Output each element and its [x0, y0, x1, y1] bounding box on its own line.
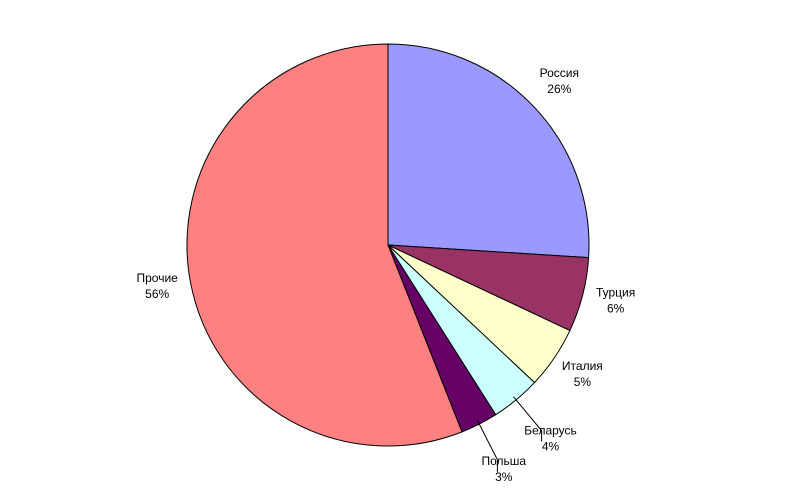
slice-label: Прочие 56%	[136, 271, 178, 301]
leader-line	[513, 396, 543, 442]
slice-name: Италия	[562, 359, 603, 373]
slice-label: Россия 26%	[540, 66, 579, 96]
slice-value: 4%	[542, 439, 560, 453]
slice-name: Беларусь	[524, 423, 576, 437]
slice-name: Польша	[481, 454, 526, 468]
slice-name: Россия	[540, 66, 579, 80]
slice-value: 3%	[495, 470, 513, 484]
slice-label: Турция 6%	[596, 285, 635, 315]
slice-value: 5%	[574, 375, 592, 389]
slice-label: Беларусь 4%	[524, 423, 576, 453]
slice-name: Прочие	[136, 271, 178, 285]
slice-label: Польша 3%	[481, 454, 526, 484]
leader-line	[476, 420, 498, 473]
pie-slice	[186, 43, 463, 447]
pie-slice	[387, 43, 590, 259]
slice-value: 6%	[607, 301, 625, 315]
slice-name: Турция	[596, 285, 635, 299]
slice-label: Италия 5%	[562, 359, 603, 389]
slice-value: 26%	[547, 82, 571, 96]
slice-value: 56%	[145, 287, 169, 301]
